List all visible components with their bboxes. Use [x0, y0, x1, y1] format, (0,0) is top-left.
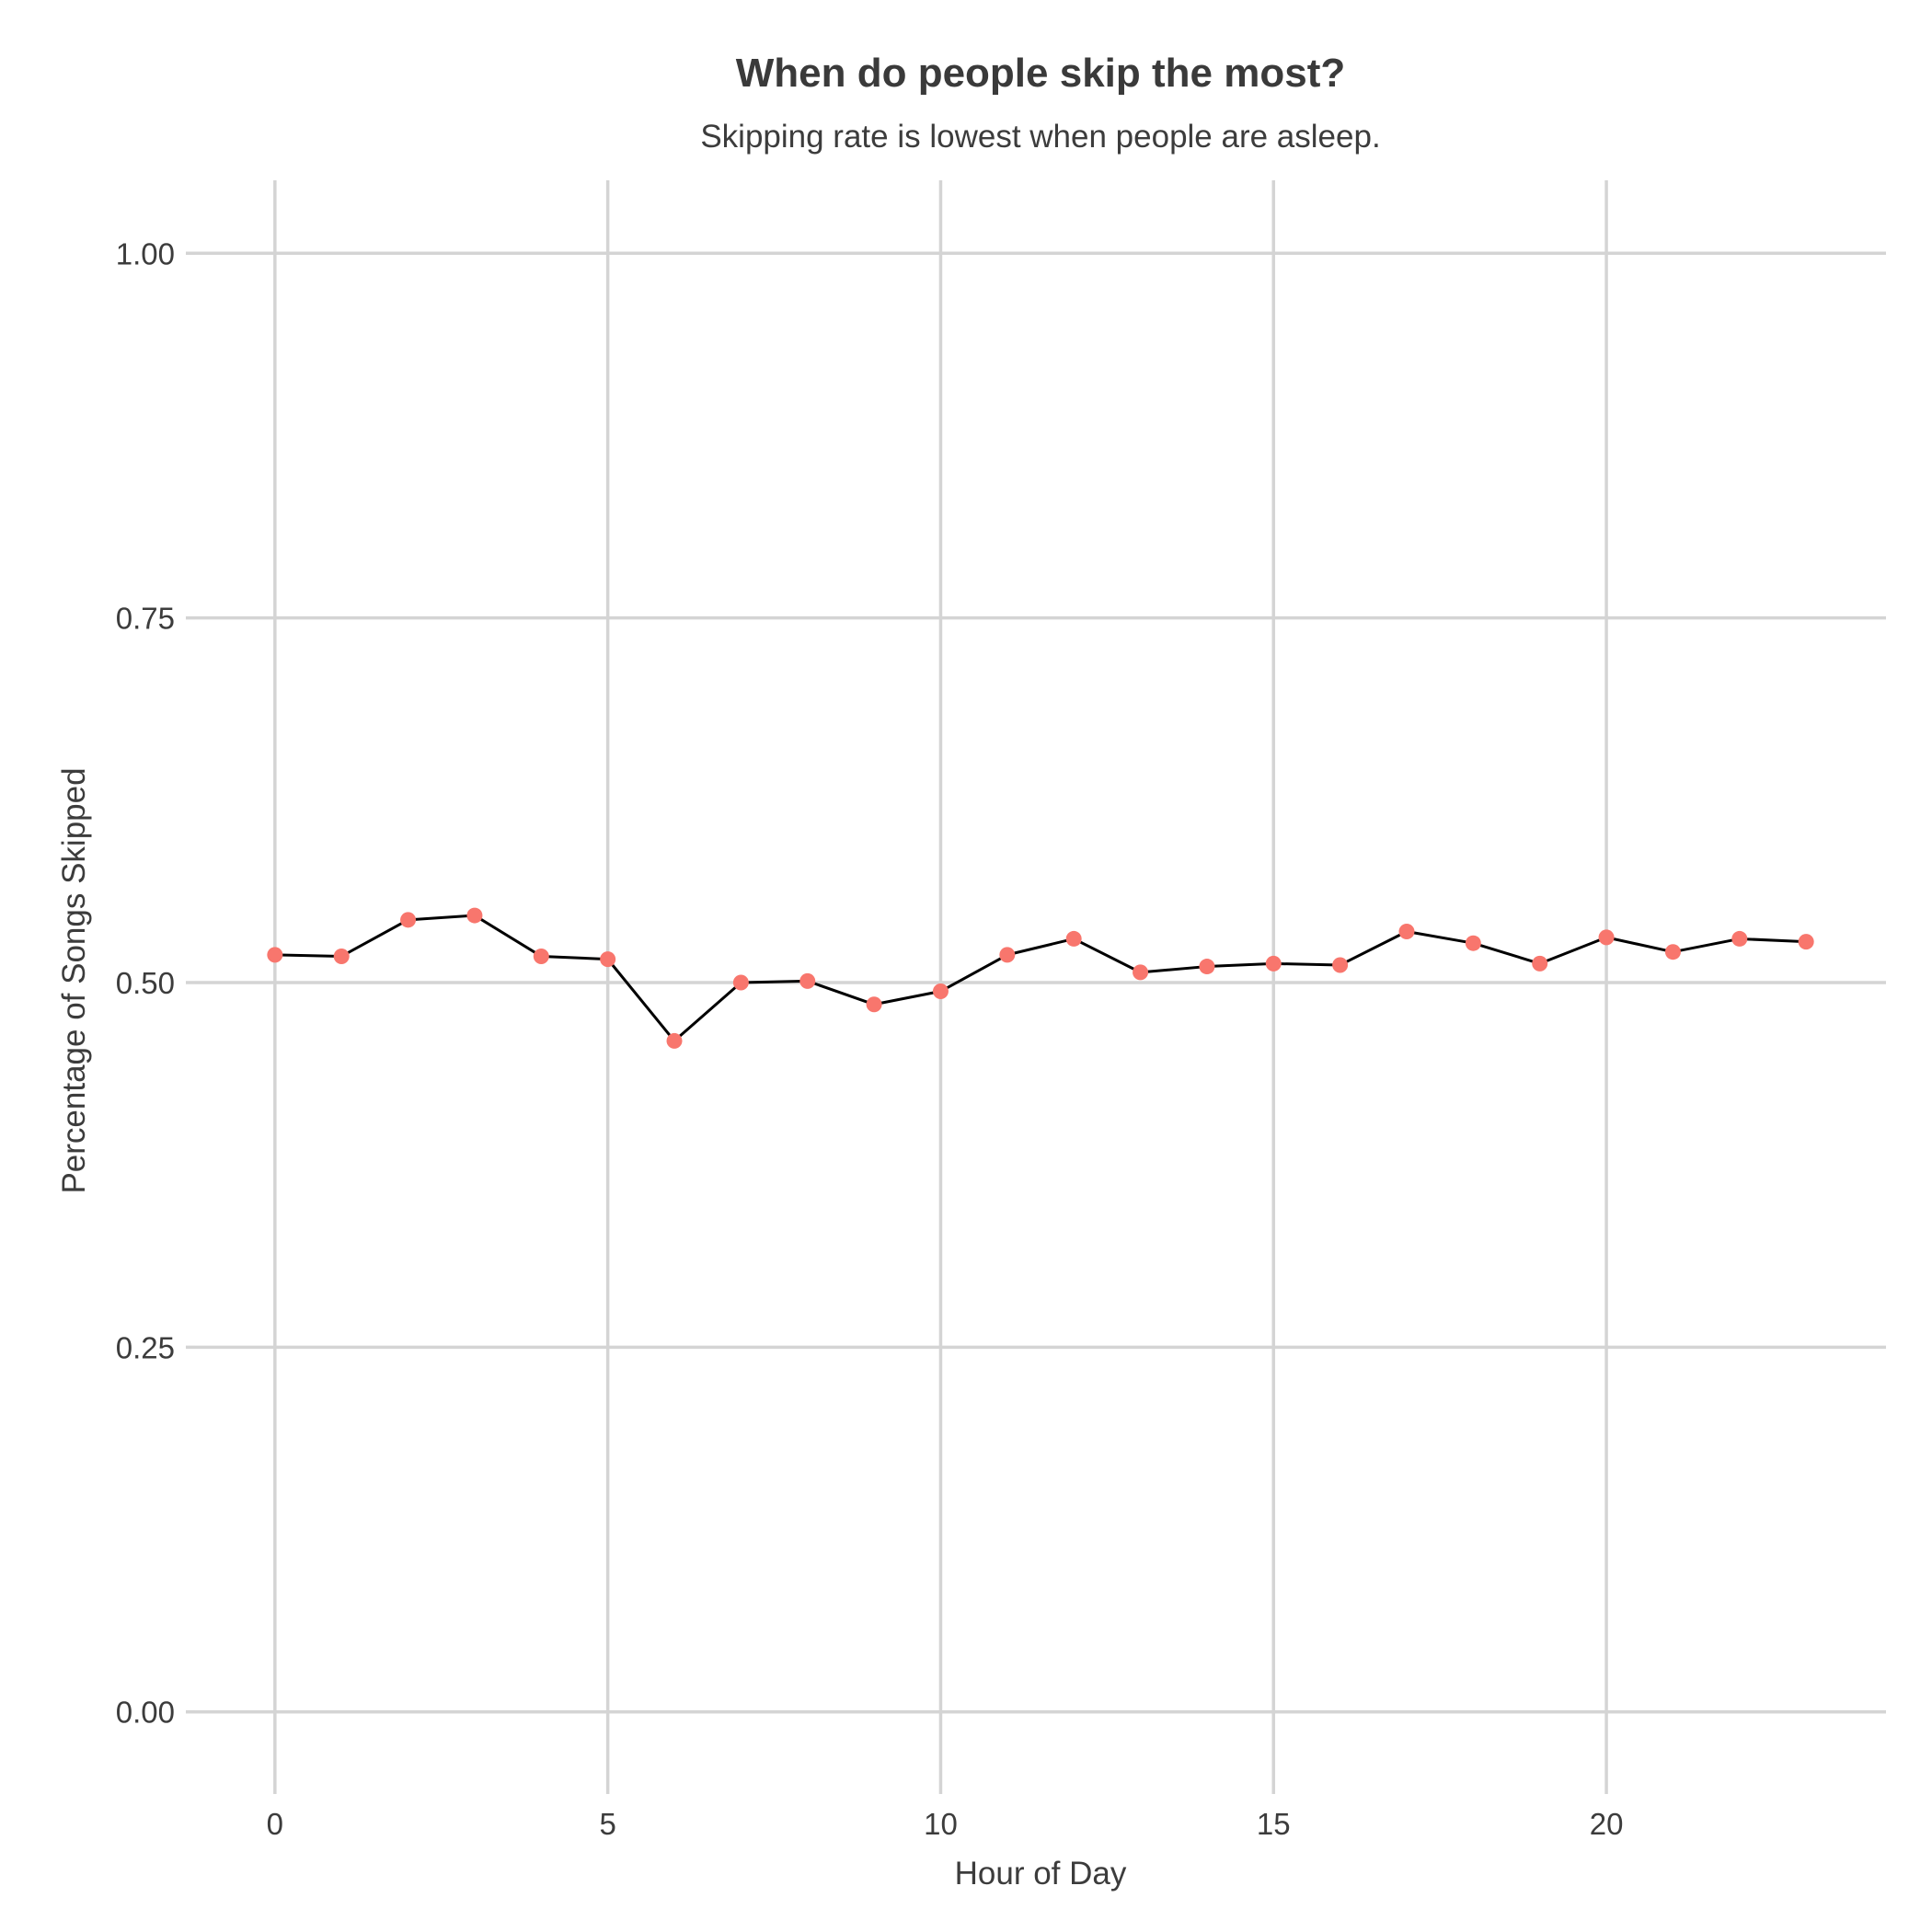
- series-skip-rate: [267, 907, 1814, 1049]
- data-point: [732, 974, 749, 991]
- data-point: [1598, 929, 1615, 946]
- data-point: [533, 948, 549, 964]
- data-point: [333, 948, 350, 964]
- data-point: [1465, 935, 1481, 951]
- data-point: [600, 951, 616, 968]
- data-point: [1332, 957, 1349, 973]
- chart-subtitle: Skipping rate is lowest when people are …: [700, 119, 1380, 155]
- data-point: [1731, 930, 1748, 947]
- data-point: [1133, 964, 1149, 981]
- y-tick-label: 0.50: [116, 966, 175, 1000]
- data-point: [400, 912, 417, 928]
- data-point: [866, 996, 882, 1013]
- chart-title: When do people skip the most?: [736, 51, 1345, 96]
- data-point: [267, 947, 283, 963]
- y-axis-ticks: 0.00 0.25 0.50 0.75 1.00: [116, 236, 195, 1730]
- y-tick-label: 0.00: [116, 1696, 175, 1730]
- data-point: [1798, 934, 1814, 950]
- x-tick-label: 20: [1590, 1807, 1624, 1841]
- series-line: [274, 914, 1807, 1042]
- x-tick-label: 0: [267, 1807, 283, 1841]
- x-tick-label: 10: [924, 1807, 958, 1841]
- data-point: [1265, 955, 1282, 972]
- data-point: [1664, 944, 1681, 960]
- y-tick-label: 0.25: [116, 1330, 175, 1364]
- y-axis-title: Percentage of Songs Skipped: [56, 767, 92, 1193]
- data-point: [932, 983, 949, 1000]
- y-tick-label: 1.00: [116, 236, 175, 270]
- x-tick-label: 5: [599, 1807, 615, 1841]
- y-tick-label: 0.75: [116, 602, 175, 636]
- x-tick-label: 15: [1257, 1807, 1291, 1841]
- data-point: [1199, 959, 1215, 975]
- data-point: [1532, 955, 1548, 972]
- data-point: [1398, 924, 1415, 940]
- data-point: [999, 947, 1016, 963]
- data-point: [666, 1032, 683, 1049]
- data-point: [799, 972, 816, 989]
- x-axis-title: Hour of Day: [955, 1856, 1127, 1892]
- grid-lines: [195, 180, 1886, 1785]
- data-point: [1065, 930, 1082, 947]
- data-point: [466, 907, 483, 924]
- x-axis-ticks: 0 5 10 15 20: [267, 1785, 1624, 1841]
